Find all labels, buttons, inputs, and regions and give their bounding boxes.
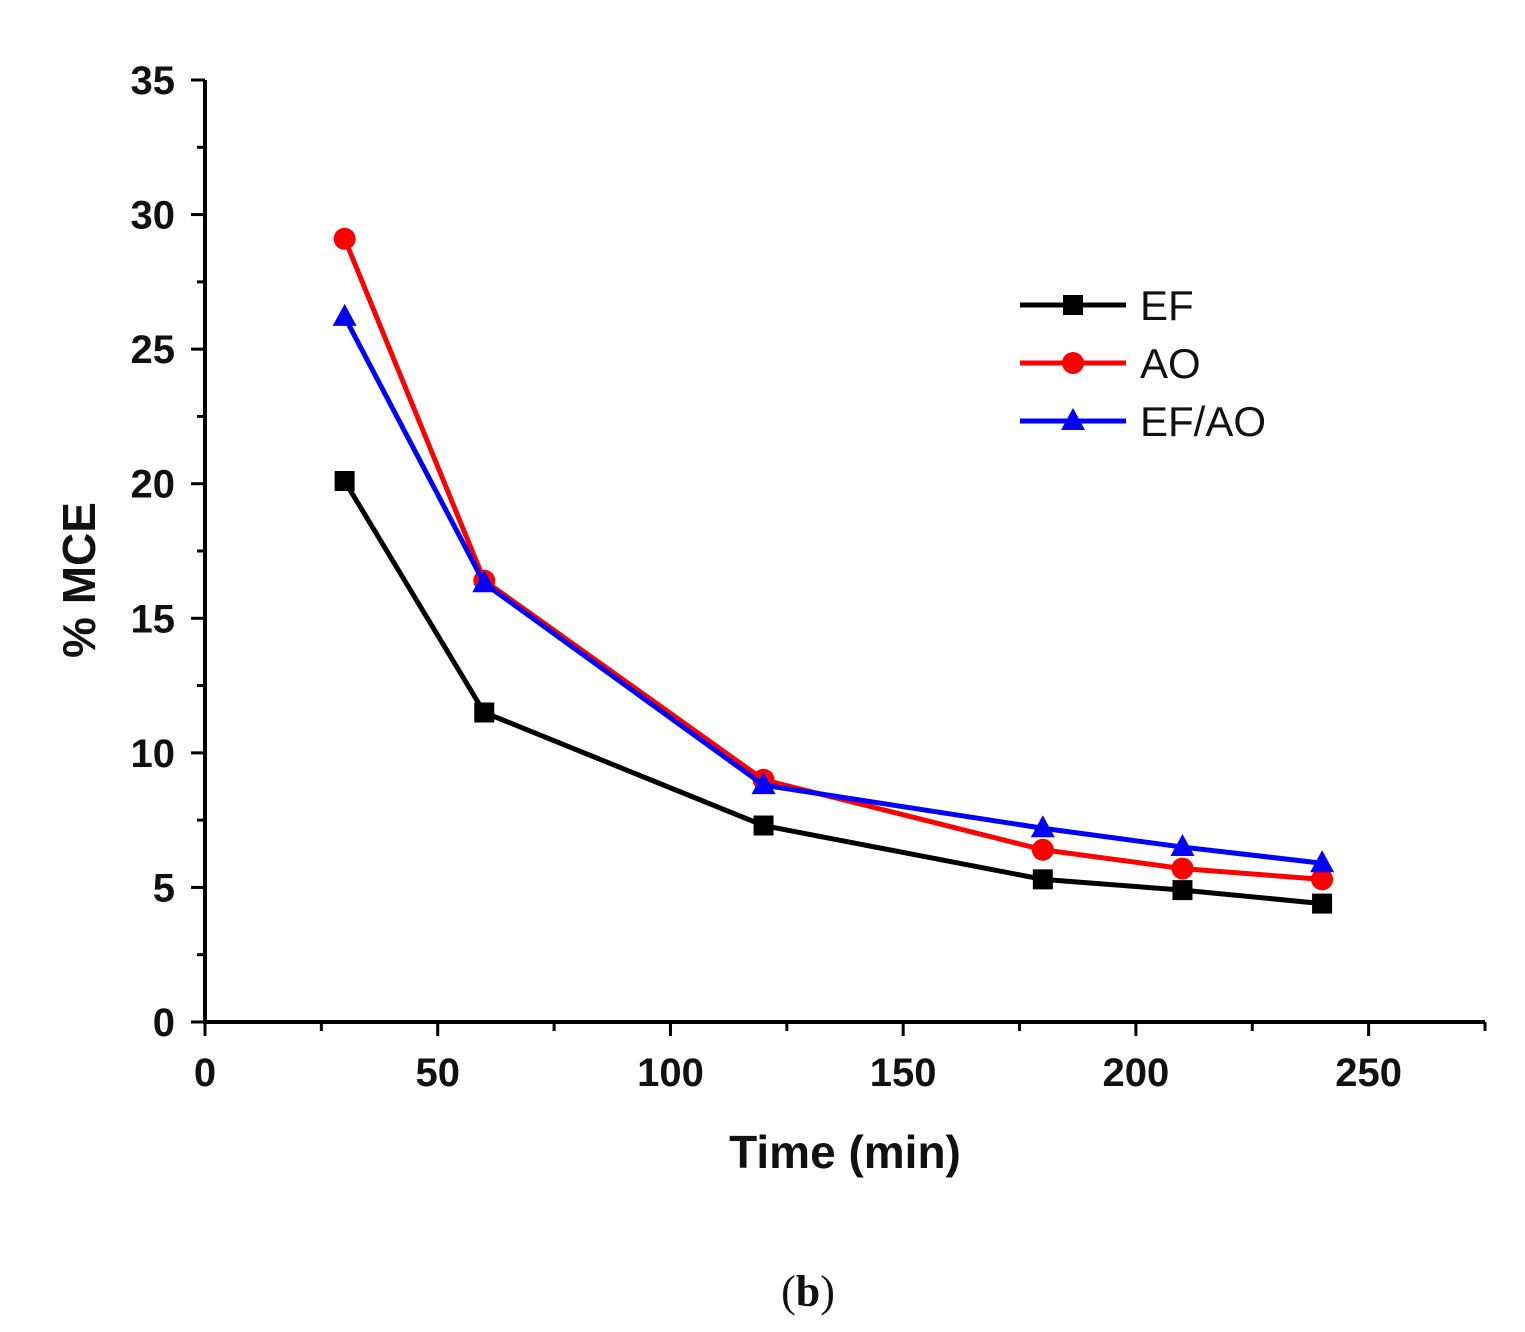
chart-axes xyxy=(203,80,1485,1024)
legend-item-ao: AO xyxy=(1020,340,1201,387)
panel-label-letter: b xyxy=(796,1267,820,1316)
series-line-ef xyxy=(342,479,1323,907)
data-point-ef xyxy=(1172,880,1193,901)
y-tick-label: 20 xyxy=(131,463,176,507)
data-point-ao xyxy=(333,227,356,250)
legend-item-ef-ao: EF/AO xyxy=(1020,398,1266,445)
x-tick-label: 100 xyxy=(637,1051,704,1095)
legend-label-ef-ao: EF/AO xyxy=(1140,398,1266,445)
data-point-ef-ao xyxy=(472,570,497,593)
legend-item-ef: EF xyxy=(1020,282,1194,329)
data-point-ef xyxy=(1032,869,1053,890)
y-axis-title: % MCE xyxy=(53,502,105,658)
data-point-ef xyxy=(334,471,355,492)
series-line-ao xyxy=(342,237,1323,882)
data-point-ao xyxy=(1171,857,1194,880)
series-ef-ao xyxy=(332,303,1335,873)
x-tick-label: 200 xyxy=(1103,1051,1170,1095)
series-ef xyxy=(334,471,1333,914)
y-tick-label: 25 xyxy=(131,328,176,372)
y-tick-label: 30 xyxy=(131,194,176,238)
data-point-ef xyxy=(753,815,774,836)
data-point-ao xyxy=(1031,838,1054,861)
panel-label: (b) xyxy=(781,1267,835,1316)
data-point-ef-ao xyxy=(1310,850,1335,873)
data-point-ef-ao xyxy=(332,303,357,326)
y-tick-label: 10 xyxy=(131,732,176,776)
y-tick-label: 0 xyxy=(153,1001,175,1045)
series-line-ef-ao xyxy=(342,315,1323,866)
x-tick-label: 50 xyxy=(415,1051,460,1095)
chart-series xyxy=(332,227,1335,914)
data-point-ao xyxy=(1311,868,1334,891)
data-point-ef xyxy=(1312,893,1333,914)
legend-marker-ao xyxy=(1062,352,1084,374)
y-tick-label: 5 xyxy=(153,866,175,910)
x-tick-label: 0 xyxy=(194,1051,216,1095)
data-point-ef-ao xyxy=(1170,834,1195,857)
data-point-ef-ao xyxy=(751,772,776,795)
panel-label-open: ( xyxy=(781,1267,796,1316)
legend-label-ao: AO xyxy=(1140,340,1201,387)
panel-label-close: ) xyxy=(820,1267,835,1316)
x-tick-label: 150 xyxy=(870,1051,937,1095)
legend-marker-ef-ao xyxy=(1061,408,1085,430)
y-tick-label: 35 xyxy=(131,59,176,103)
x-axis-title: Time (min) xyxy=(729,1126,961,1178)
chart-legend: EF AO EF/AO xyxy=(1020,282,1266,445)
chart-ticks: 0 5 10 15 20 25 30 35 0 50 100 150 200 250 xyxy=(131,59,1487,1095)
data-point-ef xyxy=(474,702,495,723)
data-point-ef-ao xyxy=(1030,815,1055,838)
x-tick-label: 250 xyxy=(1335,1051,1402,1095)
legend-label-ef: EF xyxy=(1140,282,1194,329)
legend-marker-ef xyxy=(1063,295,1083,315)
y-tick-label: 15 xyxy=(131,597,176,641)
